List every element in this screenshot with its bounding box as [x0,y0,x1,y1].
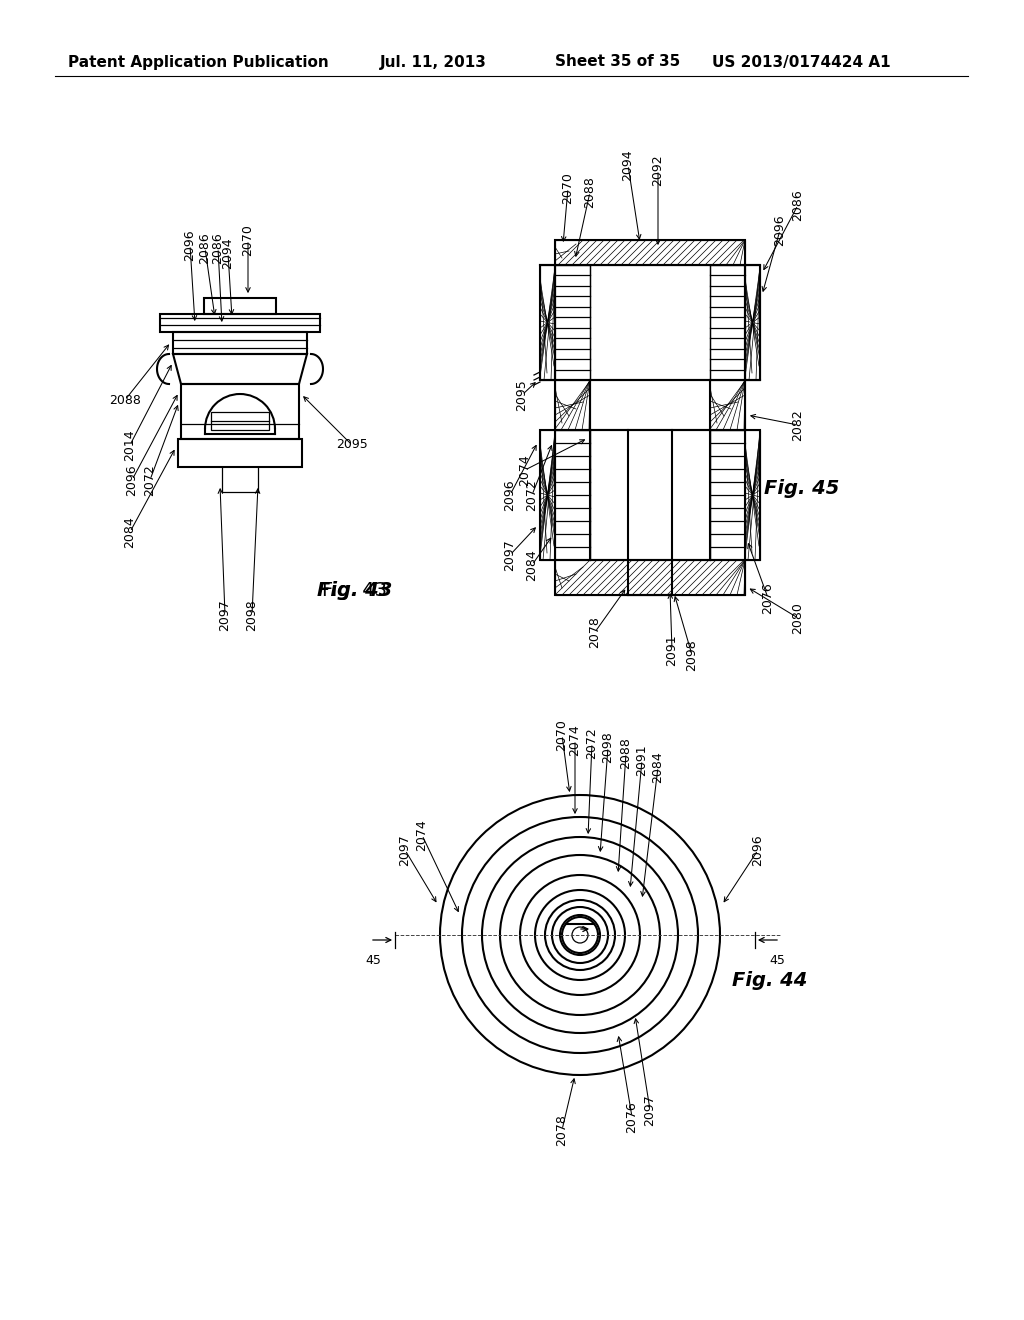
Text: 2074: 2074 [518,454,531,486]
Text: 2076: 2076 [626,1101,639,1133]
Text: 2084: 2084 [651,751,665,783]
Bar [540,265,555,380]
Bar [555,240,745,265]
Text: 2084: 2084 [525,549,539,581]
Text: 2096: 2096 [752,834,765,866]
Text: 2094: 2094 [622,149,635,181]
Text: 2072: 2072 [586,727,598,759]
Text: 2096: 2096 [504,479,516,511]
Text: Fig. 44: Fig. 44 [732,970,808,990]
Text: 2072: 2072 [143,465,157,496]
Bar [555,560,745,595]
Text: 2074: 2074 [568,725,582,756]
Text: 45: 45 [366,953,381,966]
Text: 2070: 2070 [555,719,568,751]
Text: Fig. 45: Fig. 45 [764,479,840,498]
Bar [745,430,760,560]
Text: 45: 45 [769,953,785,966]
Text: Sheet 35 of 35: Sheet 35 of 35 [555,54,680,70]
Text: 2086: 2086 [792,189,805,220]
Text: 2078: 2078 [555,1114,568,1146]
Text: 2096: 2096 [183,230,197,261]
Text: 2096: 2096 [773,214,786,246]
Text: 2086: 2086 [212,232,224,264]
Text: 2086: 2086 [199,232,212,264]
Text: 2078: 2078 [589,616,601,648]
Text: 2091: 2091 [636,744,648,776]
Text: 2098: 2098 [685,639,698,671]
Text: 2074: 2074 [416,820,428,851]
Text: 2070: 2070 [561,172,574,203]
Text: 2095: 2095 [336,438,368,451]
Text: 2088: 2088 [110,393,141,407]
Text: 2094: 2094 [221,238,234,269]
Bar [710,380,745,430]
Text: 2076: 2076 [762,582,774,614]
Text: 2097: 2097 [218,599,231,631]
Text: 2098: 2098 [601,731,614,763]
Text: 2098: 2098 [246,599,258,631]
Text: Jul. 11, 2013: Jul. 11, 2013 [380,54,486,70]
Text: US 2013/0174424 A1: US 2013/0174424 A1 [712,54,891,70]
Text: 2082: 2082 [792,409,805,441]
Text: 2070: 2070 [242,224,255,256]
Text: 2092: 2092 [651,154,665,186]
Text: 2014: 2014 [124,429,136,461]
Text: 2091: 2091 [666,634,679,665]
Text: 2088: 2088 [584,176,597,209]
Text: 2097: 2097 [643,1094,656,1126]
Text: 2084: 2084 [124,516,136,548]
Text: Patent Application Publication: Patent Application Publication [68,54,329,70]
Bar [555,380,590,430]
Bar [745,265,760,380]
Text: 2072: 2072 [525,479,539,511]
Text: Fig. 43: Fig. 43 [323,581,387,599]
Bar [540,430,555,560]
Text: 2096: 2096 [126,465,138,496]
Text: Fig. 43: Fig. 43 [317,581,392,599]
Text: 2097: 2097 [398,834,412,866]
Text: 2088: 2088 [620,737,633,770]
Text: 2095: 2095 [515,379,528,411]
Text: 2080: 2080 [792,602,805,634]
Text: 2097: 2097 [504,539,516,570]
